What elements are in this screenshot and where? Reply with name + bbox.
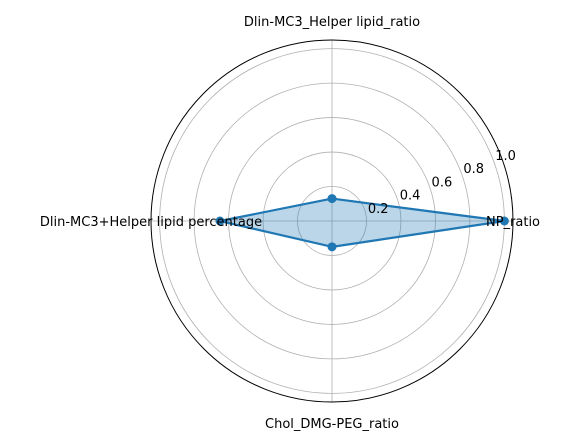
series-area (218, 197, 506, 248)
radial-tick-labels: 0.2 0.4 0.6 0.8 1.0 (368, 149, 516, 217)
axis-label-2: Dlin-MC3+Helper lipid percentage (40, 215, 262, 230)
data-point-2 (215, 216, 225, 226)
axis-labels: NP_ratio Dlin-MC3_Helper lipid_ratio Dlin-… (40, 15, 540, 432)
outer-frame (150, 39, 514, 403)
axis-label-0: NP_ratio (486, 215, 540, 230)
radial-tick-label: 0.4 (400, 189, 421, 204)
axis-label-1: Dlin-MC3_Helper lipid_ratio (244, 15, 420, 30)
radial-tick-label: 0.2 (368, 202, 389, 217)
data-point-1 (327, 194, 337, 204)
radial-tick-label: 0.6 (432, 175, 453, 190)
series-layer (215, 194, 509, 252)
axis-label-3: Chol_DMG-PEG_ratio (265, 417, 399, 432)
data-point-0 (499, 216, 509, 226)
grid-layer (150, 39, 514, 403)
radial-tick-label: 0.8 (463, 162, 484, 177)
radial-tick-label: 1.0 (495, 149, 516, 164)
data-point-3 (327, 242, 337, 252)
